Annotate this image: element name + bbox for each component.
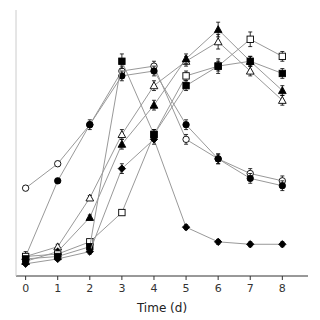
x-tick	[57, 276, 58, 280]
marker	[215, 156, 221, 162]
marker	[22, 260, 29, 267]
series	[22, 54, 285, 262]
x-tick-label: 3	[118, 282, 125, 295]
marker	[279, 70, 285, 76]
series	[22, 32, 285, 261]
series	[22, 61, 285, 191]
series	[22, 34, 286, 259]
x-axis-line	[16, 276, 308, 277]
marker	[246, 57, 254, 64]
marker	[118, 131, 126, 138]
x-axis-label: Time (d)	[136, 301, 187, 315]
marker	[183, 73, 189, 79]
x-tick-label: 2	[86, 282, 93, 295]
marker	[55, 178, 61, 184]
marker	[215, 63, 221, 69]
marker	[279, 53, 285, 59]
marker	[278, 96, 286, 103]
x-tick-label: 0	[22, 282, 29, 295]
marker	[119, 58, 125, 64]
marker	[118, 140, 126, 147]
marker	[55, 161, 61, 167]
marker	[86, 194, 94, 201]
x-tick	[153, 276, 154, 280]
marker	[182, 224, 189, 231]
marker	[150, 136, 157, 143]
marker	[87, 121, 93, 127]
series-line	[26, 139, 283, 263]
marker	[247, 36, 253, 42]
marker	[183, 136, 189, 142]
series-line	[26, 42, 283, 257]
chart: 0 1 2 3 4 5 6 7 8 Time (d)	[0, 0, 320, 320]
marker	[247, 58, 253, 64]
marker	[182, 55, 190, 62]
marker	[86, 214, 94, 221]
marker	[119, 209, 125, 215]
marker	[214, 26, 222, 33]
marker	[22, 185, 28, 191]
x-tick	[89, 276, 90, 280]
marker	[214, 238, 221, 245]
marker	[247, 175, 253, 181]
plot-area	[22, 22, 286, 267]
marker	[151, 68, 157, 74]
marker	[214, 38, 222, 45]
x-tick-label: 1	[54, 282, 61, 295]
marker	[279, 183, 285, 189]
x-tick	[218, 276, 219, 280]
x-tick	[250, 276, 251, 280]
marker	[246, 67, 254, 74]
marker	[183, 121, 189, 127]
x-tick	[282, 276, 283, 280]
marker	[87, 121, 93, 127]
x-tick	[25, 276, 26, 280]
series	[22, 66, 285, 260]
marker	[150, 101, 158, 108]
x-tick	[186, 276, 187, 280]
series-line	[26, 71, 283, 256]
marker	[278, 87, 286, 94]
series	[22, 22, 286, 264]
marker	[279, 241, 286, 248]
marker	[86, 248, 93, 255]
x-tick-label: 8	[279, 282, 286, 295]
marker	[54, 255, 61, 262]
y-axis-line	[16, 10, 17, 276]
x-tick-label: 7	[247, 282, 254, 295]
marker	[183, 82, 189, 88]
x-tick	[121, 276, 122, 280]
series	[22, 134, 286, 267]
series-line	[26, 39, 283, 256]
marker	[247, 241, 254, 248]
x-tick-label: 6	[215, 282, 222, 295]
x-tick-label: 5	[183, 282, 190, 295]
series-line	[26, 30, 283, 262]
marker	[118, 165, 125, 172]
x-tick-label: 4	[150, 282, 157, 295]
marker	[215, 63, 221, 69]
marker	[150, 82, 158, 89]
series-line	[26, 61, 283, 259]
marker	[215, 156, 221, 162]
